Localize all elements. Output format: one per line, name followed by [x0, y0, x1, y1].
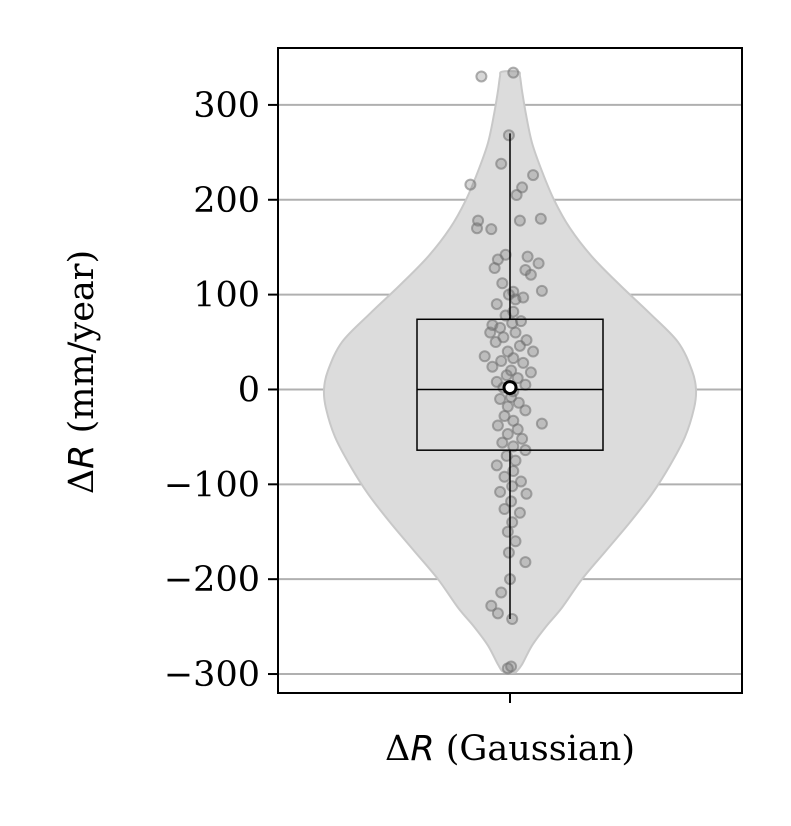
data-point — [527, 169, 540, 182]
data-point — [512, 396, 525, 409]
data-point — [485, 223, 498, 236]
data-point — [498, 470, 511, 483]
data-point — [505, 660, 518, 673]
data-point — [495, 586, 508, 599]
data-point — [513, 214, 526, 227]
data-point — [506, 613, 519, 626]
y-tick-label: 100 — [193, 276, 260, 316]
data-point — [507, 465, 520, 478]
data-point — [506, 516, 519, 529]
data-point — [502, 546, 515, 559]
data-point — [484, 326, 497, 339]
data-point — [519, 556, 532, 569]
data-point — [532, 257, 545, 270]
data-point — [515, 475, 527, 488]
data-point — [494, 392, 507, 405]
data-point — [507, 352, 520, 365]
y-tick-label: −200 — [164, 560, 260, 600]
data-point — [495, 157, 508, 170]
data-point — [517, 356, 530, 369]
data-point — [511, 423, 524, 436]
x-tick-label: ΔR (Gaussian) — [385, 729, 635, 769]
data-point — [464, 178, 477, 191]
data-point — [491, 419, 504, 432]
data-point — [495, 355, 508, 368]
data-point — [494, 485, 507, 498]
data-point — [535, 284, 548, 297]
data-point — [510, 189, 523, 202]
data-point — [507, 66, 520, 79]
data-point — [485, 599, 498, 612]
data-point — [498, 410, 511, 423]
data-point — [501, 428, 514, 441]
data-point — [524, 366, 537, 379]
data-point — [498, 502, 511, 515]
data-point — [521, 250, 534, 263]
data-point — [500, 369, 513, 382]
y-axis-label: ΔR (mm/year) — [62, 250, 102, 494]
y-axis-ticks: −300 −200 −100 0 100 200 300 — [164, 86, 278, 695]
data-point — [511, 372, 524, 385]
box-plot — [416, 133, 604, 620]
data-point — [475, 70, 488, 83]
data-point — [489, 336, 502, 349]
y-tick-label: −100 — [164, 465, 260, 505]
data-point — [490, 298, 503, 311]
data-point — [478, 350, 491, 363]
y-tick-label: −300 — [164, 655, 260, 695]
data-point — [505, 495, 518, 508]
data-point — [506, 480, 519, 493]
data-point — [496, 436, 509, 449]
data-point — [534, 212, 547, 225]
data-point — [516, 432, 529, 445]
data-point — [519, 404, 532, 417]
data-point — [471, 222, 483, 235]
data-point — [496, 277, 509, 290]
data-point — [502, 129, 515, 142]
data-point — [491, 607, 504, 620]
data-point — [527, 345, 540, 358]
data-point — [513, 339, 526, 352]
data-point — [507, 440, 520, 453]
y-tick-label: 300 — [193, 86, 260, 126]
data-point — [517, 291, 530, 304]
mean-marker — [502, 380, 518, 396]
data-point — [524, 268, 537, 281]
data-point — [535, 417, 548, 430]
data-point — [509, 326, 522, 339]
data-point — [486, 360, 499, 373]
data-point — [519, 378, 532, 391]
data-point — [490, 459, 503, 472]
data-point — [501, 525, 514, 538]
data-point — [488, 262, 501, 275]
y-tick-label: 200 — [193, 181, 260, 221]
iqr-box — [416, 318, 604, 451]
data-point — [513, 506, 526, 519]
data-point — [509, 535, 522, 548]
data-point — [509, 454, 522, 467]
y-tick-label: 0 — [238, 370, 260, 410]
data-point — [520, 487, 533, 500]
